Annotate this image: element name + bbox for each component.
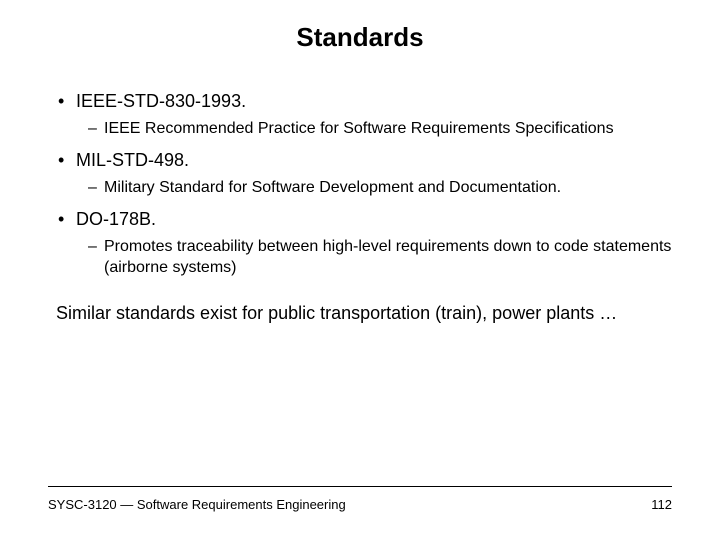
footer-divider bbox=[48, 486, 672, 487]
sub-list-item: IEEE Recommended Practice for Software R… bbox=[88, 119, 672, 140]
list-item-label: DO-178B. bbox=[58, 209, 156, 229]
sub-list: Military Standard for Software Developme… bbox=[58, 178, 672, 199]
sub-list: IEEE Recommended Practice for Software R… bbox=[58, 119, 672, 140]
closing-text: Similar standards exist for public trans… bbox=[48, 301, 672, 325]
list-item: MIL-STD-498. Military Standard for Softw… bbox=[58, 148, 672, 199]
sub-list-item: Promotes traceability between high-level… bbox=[88, 237, 672, 279]
footer-left: SYSC-3120 — Software Requirements Engine… bbox=[48, 497, 346, 512]
slide-content: IEEE-STD-830-1993. IEEE Recommended Prac… bbox=[48, 89, 672, 325]
list-item: DO-178B. Promotes traceability between h… bbox=[58, 207, 672, 279]
bullet-list: IEEE-STD-830-1993. IEEE Recommended Prac… bbox=[48, 89, 672, 279]
footer-right: 112 bbox=[651, 497, 672, 512]
slide-title: Standards bbox=[48, 22, 672, 53]
list-item: IEEE-STD-830-1993. IEEE Recommended Prac… bbox=[58, 89, 672, 140]
sub-list: Promotes traceability between high-level… bbox=[58, 237, 672, 279]
footer-row: SYSC-3120 — Software Requirements Engine… bbox=[48, 497, 672, 512]
slide-footer: SYSC-3120 — Software Requirements Engine… bbox=[48, 486, 672, 512]
slide: Standards IEEE-STD-830-1993. IEEE Recomm… bbox=[0, 0, 720, 540]
list-item-label: MIL-STD-498. bbox=[58, 150, 189, 170]
list-item-label: IEEE-STD-830-1993. bbox=[58, 91, 246, 111]
sub-list-item: Military Standard for Software Developme… bbox=[88, 178, 672, 199]
